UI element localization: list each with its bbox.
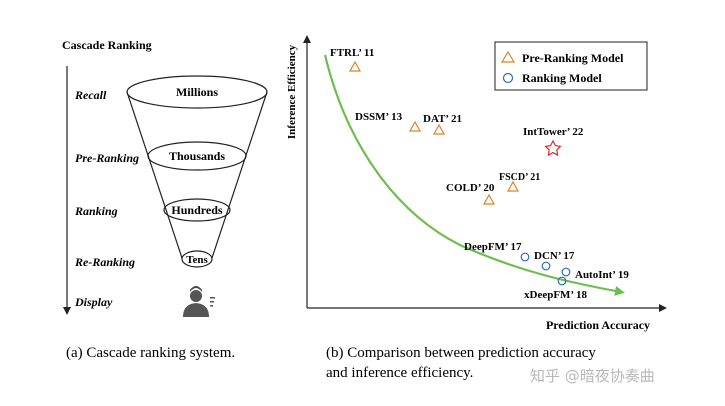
marker-dat — [432, 123, 446, 135]
label-xdeepfm: xDeepFM’ 18 — [524, 289, 588, 301]
marker-inttower-star — [544, 139, 562, 157]
marker-cold — [482, 193, 496, 205]
stage-pre-ranking: Pre-Ranking — [75, 151, 139, 165]
cascade-title: Cascade Ranking — [62, 38, 152, 52]
legend-ranking: Ranking Model — [522, 71, 602, 85]
marker-xdeepfm — [557, 276, 567, 286]
label-inttower: IntTower’ 22 — [523, 126, 584, 138]
marker-dcn — [541, 261, 551, 271]
cascade-panel: Cascade Ranking Recall Pre-Ranking Ranki… — [62, 38, 268, 361]
label-dssm: DSSM’ 13 — [355, 111, 403, 123]
label-cold: COLD’ 20 — [446, 182, 495, 194]
comparison-panel: Inference Efficiency Prediction Accuracy… — [286, 35, 667, 381]
y-axis-label: Inference Efficiency — [286, 44, 298, 139]
label-dcn: DCN’ 17 — [534, 250, 575, 262]
x-axis-label: Prediction Accuracy — [546, 318, 650, 332]
funnel-label-tens: Tens — [186, 254, 208, 266]
stage-display: Display — [74, 295, 113, 309]
stage-ranking: Ranking — [74, 204, 118, 218]
legend-circle-icon — [502, 72, 514, 84]
stage-recall: Recall — [74, 88, 107, 102]
funnel-label-hundreds: Hundreds — [171, 203, 222, 217]
label-fscd: FSCD’ 21 — [499, 172, 540, 183]
marker-ftrl — [348, 60, 362, 72]
marker-deepfm — [520, 252, 530, 262]
stage-re-ranking: Re-Ranking — [74, 255, 135, 269]
funnel — [126, 75, 268, 268]
caption-b-line1: (b) Comparison between prediction accura… — [326, 345, 596, 361]
marker-autoint — [561, 267, 571, 277]
funnel-left-edge — [126, 91, 183, 259]
funnel-ring-tens — [181, 250, 213, 268]
funnel-ring-millions — [126, 75, 268, 109]
caption-b-line2: and inference efficiency. — [326, 365, 473, 381]
user-icon — [183, 286, 215, 317]
legend-triangle-icon — [500, 50, 516, 63]
funnel-right-edge — [211, 91, 268, 259]
label-autoint: AutoInt’ 19 — [575, 269, 629, 281]
funnel-label-millions: Millions — [176, 85, 218, 99]
marker-fscd — [506, 180, 520, 192]
legend: Pre-Ranking Model Ranking Model — [494, 41, 648, 91]
label-dat: DAT’ 21 — [423, 113, 462, 125]
label-deepfm: DeepFM’ 17 — [464, 241, 522, 253]
legend-pre-ranking: Pre-Ranking Model — [522, 51, 624, 65]
marker-dssm — [408, 120, 422, 132]
tradeoff-curve — [323, 54, 625, 296]
label-ftrl: FTRL’ 11 — [330, 47, 374, 59]
funnel-label-thousands: Thousands — [169, 149, 225, 163]
funnel-ring-thousands — [147, 141, 247, 171]
funnel-ring-hundreds — [163, 198, 231, 222]
watermark: 知乎 @暗夜协奏曲 — [530, 367, 655, 385]
caption-a: (a) Cascade ranking system. — [66, 345, 235, 361]
